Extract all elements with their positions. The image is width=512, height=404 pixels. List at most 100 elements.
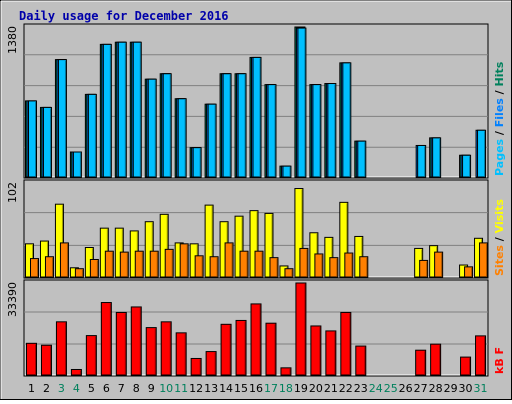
- pages-bar-day-19: [297, 27, 307, 178]
- kbytes-bar-day-22-body: [340, 311, 352, 376]
- day-label-24: 24: [369, 382, 383, 395]
- kbytes-bar-day-17-body: [265, 322, 277, 376]
- day-label-14: 14: [219, 382, 233, 395]
- sites-bar-day-23: [359, 256, 369, 278]
- kbytes-bar-day-20-body: [310, 325, 322, 376]
- pages-bar-day-10-body: [162, 73, 172, 178]
- sites-bar-day-1: [30, 258, 39, 278]
- pages-bar-day-1: [28, 100, 37, 178]
- day-label-6: 6: [103, 382, 110, 395]
- visits-bar-day-19-body: [294, 188, 304, 278]
- day-label-31: 31: [474, 382, 488, 395]
- sites-bar-day-7: [119, 251, 129, 278]
- pages-bar-day-20-body: [312, 84, 322, 178]
- visits-bar-day-9-body: [144, 221, 154, 278]
- sites-bar-day-4-body: [74, 268, 84, 278]
- kbytes-bar-day-31-body: [475, 335, 487, 376]
- sites-bar-day-14-body: [224, 242, 234, 278]
- kbytes-bar-day-5-body: [85, 335, 97, 376]
- kbytes-bar-day-23-body: [355, 345, 367, 376]
- day-label-22: 22: [339, 382, 353, 395]
- sites-bar-day-30-body: [464, 266, 474, 278]
- day-label-26: 26: [399, 382, 413, 395]
- sites-bar-day-5: [89, 258, 99, 278]
- day-label-2: 2: [43, 382, 50, 395]
- pages-bar-day-15-body: [237, 73, 247, 178]
- pages-bar-day-8: [132, 41, 142, 178]
- pages-bar-day-3: [57, 59, 67, 178]
- legend-text: Sites / Visits: [493, 199, 506, 276]
- sites-bar-day-28: [434, 251, 444, 278]
- pages-bar-day-5: [87, 93, 97, 178]
- kbytes-bar-day-2-body: [40, 344, 52, 376]
- pages-bar-day-11-body: [177, 98, 187, 178]
- day-label-30: 30: [459, 382, 473, 395]
- sites-bar-day-5-body: [89, 258, 99, 278]
- day-label-4: 4: [73, 382, 80, 395]
- kbytes-bar-day-5: [85, 335, 97, 376]
- kbytes-bar-day-2: [40, 344, 52, 376]
- sites-bar-day-17: [269, 257, 279, 278]
- sites-bar-day-20: [314, 253, 324, 278]
- sites-bar-day-2: [44, 256, 54, 278]
- pages-bar-day-15: [237, 73, 247, 178]
- day-label-9: 9: [148, 382, 155, 395]
- kbytes-bar-day-12: [190, 357, 202, 376]
- kbytes-bar-day-27: [415, 349, 427, 376]
- sites-bar-day-18-body: [284, 268, 294, 278]
- pages-bar-day-17-body: [267, 84, 277, 178]
- sites-bar-day-17-body: [269, 257, 279, 278]
- kbytes-bar-day-12-body: [190, 357, 202, 376]
- kbytes-bar-day-7: [115, 311, 127, 376]
- chart-title: Daily usage for December 2016: [19, 9, 229, 23]
- kbytes-bar-day-18: [280, 367, 292, 376]
- kbytes-bar-day-6-body: [100, 302, 112, 376]
- sites-bar-day-21-body: [329, 257, 339, 278]
- legend-pages: Pages: [493, 138, 506, 176]
- pages-bar-day-30: [462, 154, 472, 178]
- pages-bar-day-21: [327, 83, 337, 178]
- kbytes-bar-day-30-body: [460, 356, 472, 376]
- sites-bar-day-10: [164, 248, 174, 278]
- sites-bar-day-10-body: [164, 248, 174, 278]
- sites-bar-day-12: [194, 255, 204, 278]
- sites-bar-day-22-body: [344, 252, 354, 278]
- legend-kb-f: kB F: [493, 347, 506, 374]
- sites-bar-day-22: [344, 252, 354, 278]
- kbytes-panel-max-label: 33390: [6, 282, 19, 317]
- kbytes-bar-day-14: [220, 323, 232, 376]
- sites-bar-day-13-body: [209, 256, 219, 278]
- kbytes-bar-day-27-body: [415, 349, 427, 376]
- day-label-3: 3: [58, 382, 65, 395]
- visits-bar-day-13-body: [204, 204, 214, 278]
- kbytes-bar-day-3: [55, 321, 67, 376]
- kbytes-bar-day-1: [26, 342, 37, 376]
- sites-bar-day-11-body: [179, 243, 189, 278]
- pages-bar-day-12-body: [192, 147, 202, 178]
- visits-bar-day-16-body: [249, 210, 259, 278]
- kbytes-bar-day-18-body: [280, 367, 292, 376]
- kbytes-bar-day-11-body: [175, 332, 187, 376]
- day-label-21: 21: [324, 382, 338, 395]
- kbytes-bar-day-4: [70, 368, 82, 376]
- legend-text: Pages / Files / Hits: [493, 61, 506, 176]
- sites-bar-day-15-body: [239, 250, 249, 278]
- pages-bar-day-31-body: [477, 129, 487, 178]
- sites-bar-day-16: [254, 250, 264, 278]
- sites-bar-day-31: [479, 242, 489, 278]
- visits-panel-legend: Sites / Visits: [493, 199, 506, 276]
- pages-bar-day-7: [117, 41, 127, 178]
- kbytes-bar-day-19: [295, 282, 307, 376]
- pages-bar-day-13-body: [207, 103, 217, 178]
- legend-text: kB F: [493, 347, 506, 374]
- sites-bar-day-3: [59, 242, 69, 278]
- kbytes-bar-day-9: [145, 327, 157, 376]
- kbytes-bar-day-21-body: [325, 330, 337, 376]
- sites-bar-day-11: [179, 243, 189, 278]
- day-label-5: 5: [88, 382, 95, 395]
- pages-bar-day-16-body: [252, 56, 262, 178]
- kbytes-bar-day-16-body: [250, 303, 262, 376]
- sites-bar-day-6: [104, 250, 114, 278]
